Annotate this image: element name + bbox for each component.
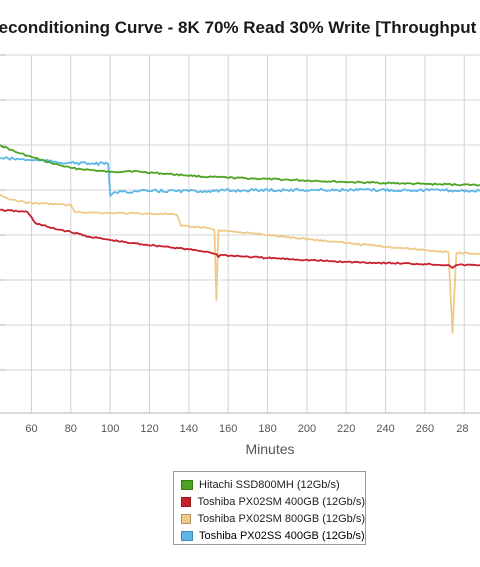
legend-swatch (181, 530, 193, 541)
legend-swatch (181, 496, 192, 507)
series-line (0, 194, 480, 334)
legend-label: Toshiba PX02SM 400GB (12Gb/s) (197, 495, 365, 508)
legend-item[interactable]: Toshiba PX02SS 400GB (12Gb/s) (181, 527, 365, 544)
legend-label: Toshiba PX02SM 800GB (12Gb/s) (197, 512, 365, 525)
legend-label: Toshiba PX02SS 400GB (12Gb/s) (199, 529, 365, 542)
x-tick-label: 100 (101, 423, 119, 435)
x-tick-labels: 60 80 100 120 140 160 180 200 220 240 260 28 (25, 423, 468, 435)
series-line (0, 144, 480, 187)
legend-item[interactable]: Toshiba PX02SM 800GB (12Gb/s) (181, 510, 365, 527)
legend-item[interactable]: Toshiba PX02SM 400GB (12Gb/s) (181, 493, 365, 510)
x-tick-label: 220 (337, 423, 355, 435)
x-tick-label: 60 (25, 423, 37, 435)
chart-title: reconditioning Curve - 8K 70% Read 30% W… (0, 18, 477, 37)
legend-swatch (181, 513, 192, 524)
x-tick-label: 240 (376, 423, 394, 435)
x-tick-label: 260 (416, 423, 434, 435)
legend-item[interactable]: Hitachi SSD800MH (12Gb/s) (181, 476, 365, 493)
x-axis-label: Minutes (245, 441, 294, 457)
series-line (0, 208, 480, 269)
x-tick-label: 140 (180, 423, 198, 435)
x-tick-label: 200 (298, 423, 316, 435)
x-tick-label: 120 (140, 423, 158, 435)
x-tick-label: 80 (65, 423, 77, 435)
x-tick-label: 180 (258, 423, 276, 435)
series-line (0, 156, 480, 197)
grid (0, 54, 480, 414)
legend: Hitachi SSD800MH (12Gb/s) Toshiba PX02SM… (173, 471, 366, 545)
legend-label: Hitachi SSD800MH (12Gb/s) (199, 478, 340, 491)
x-tick-label: 160 (219, 423, 237, 435)
legend-swatch (181, 479, 193, 490)
series-lines (0, 144, 480, 334)
x-tick-label: 28 (456, 423, 468, 435)
